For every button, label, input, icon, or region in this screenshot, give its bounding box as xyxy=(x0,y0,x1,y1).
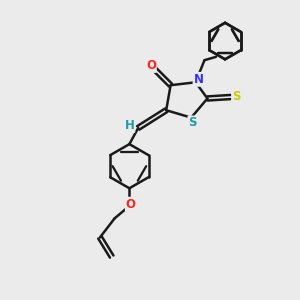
Text: S: S xyxy=(232,91,241,103)
Text: O: O xyxy=(146,59,156,72)
Text: O: O xyxy=(126,198,136,211)
Text: N: N xyxy=(194,73,204,86)
Text: H: H xyxy=(124,119,134,132)
Text: S: S xyxy=(188,116,197,129)
